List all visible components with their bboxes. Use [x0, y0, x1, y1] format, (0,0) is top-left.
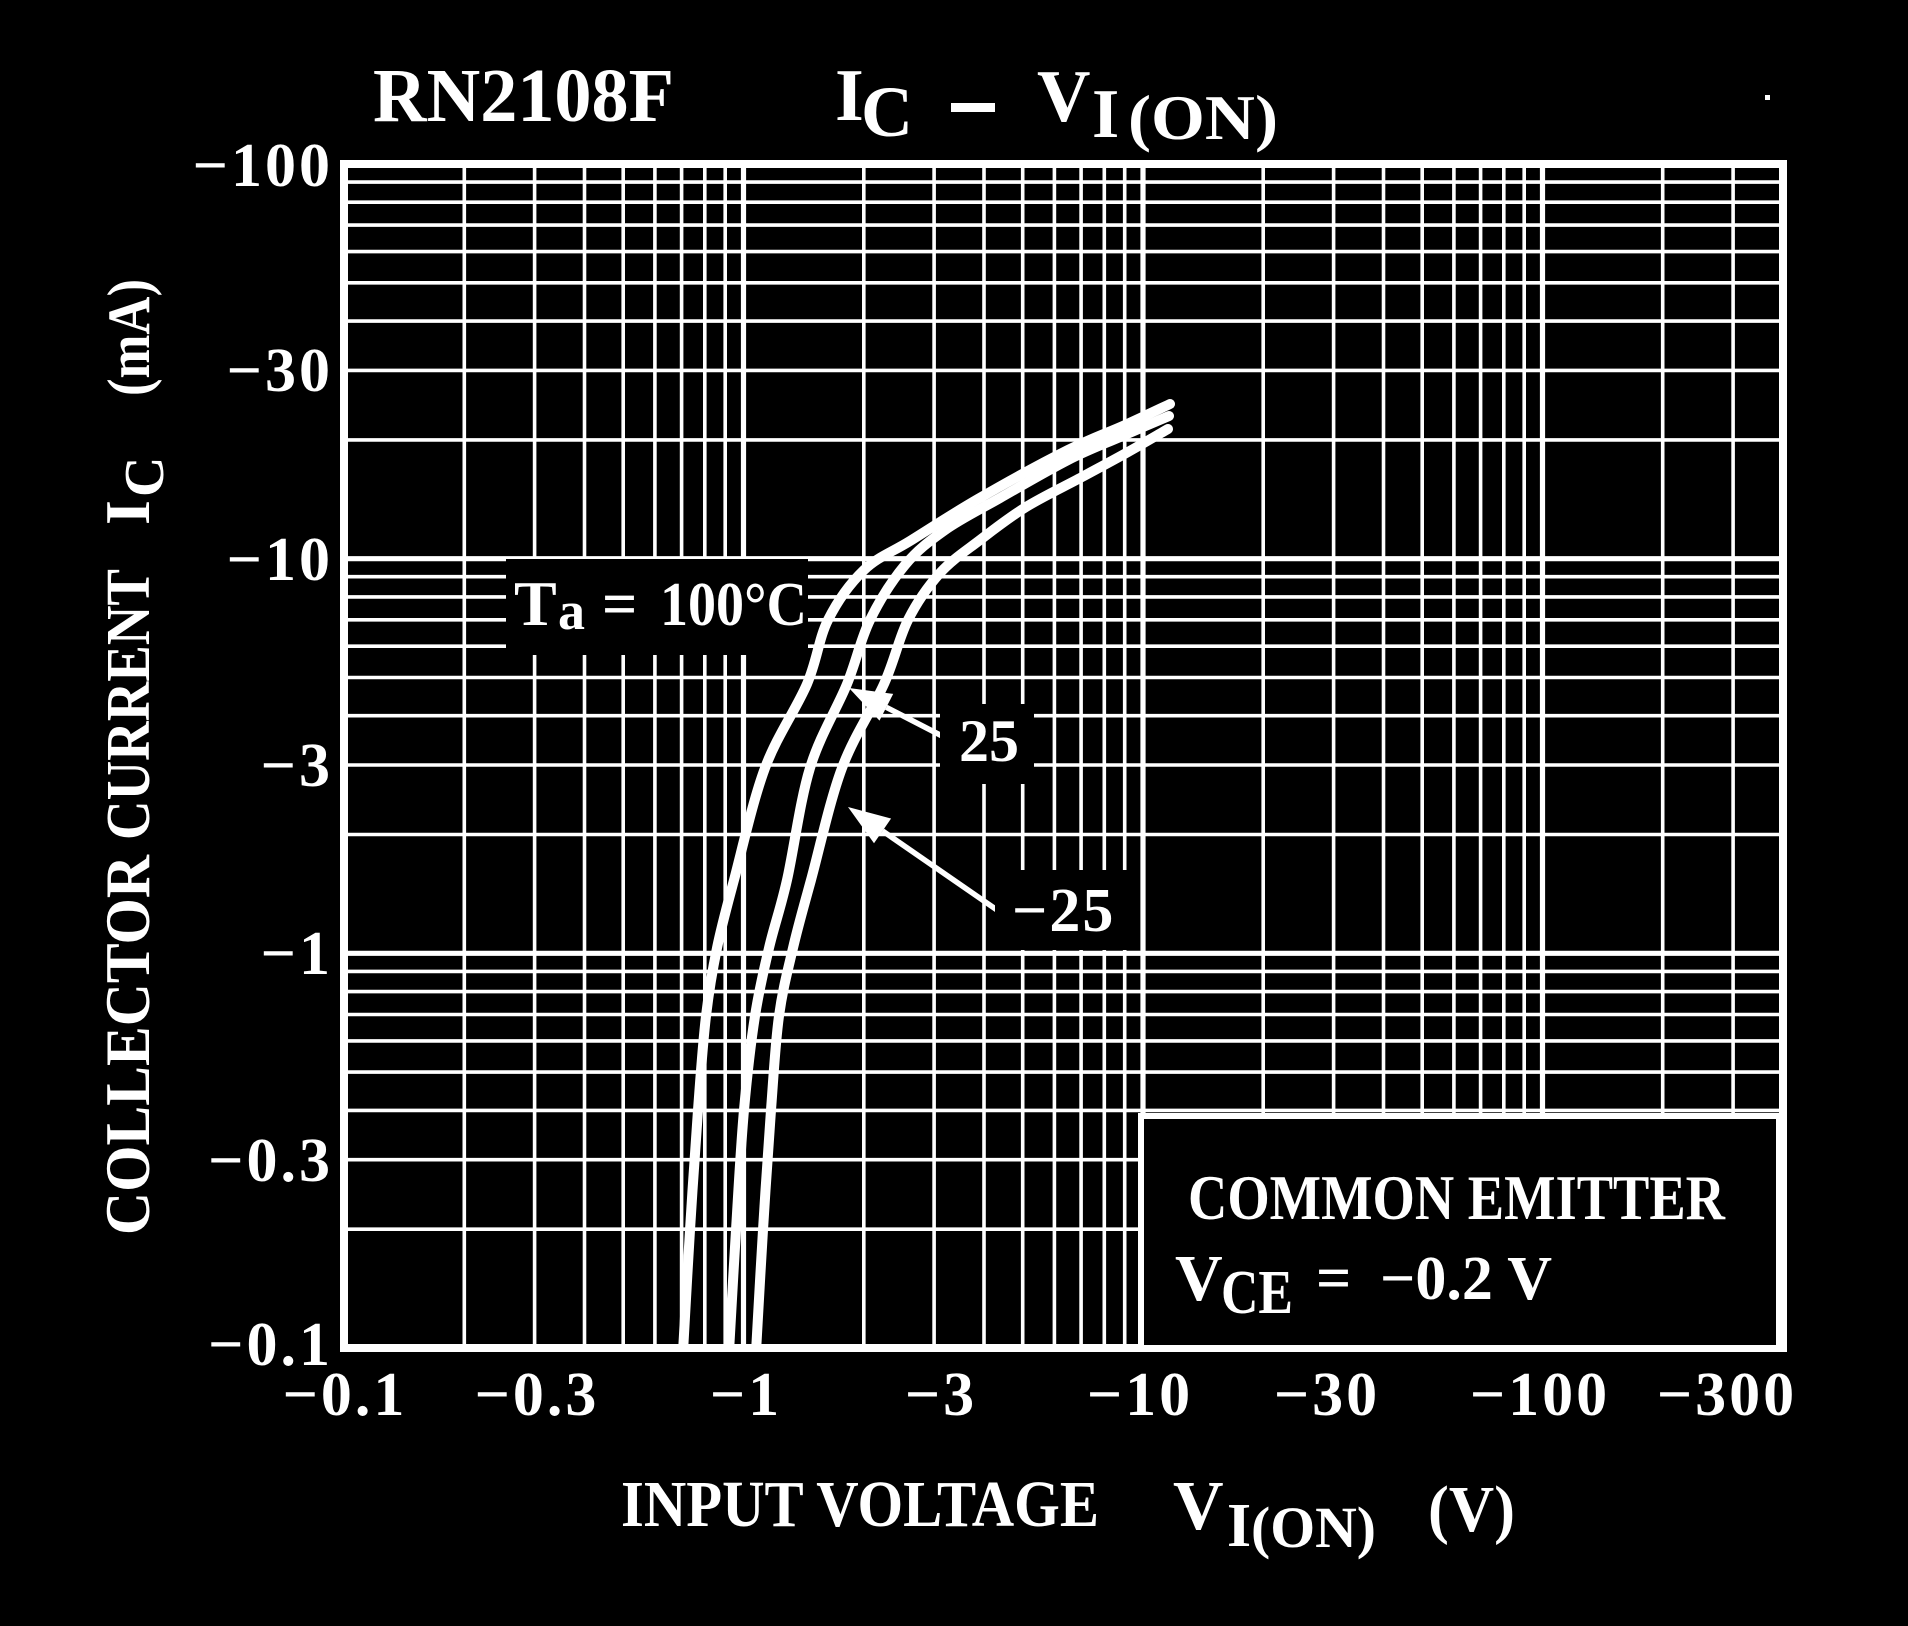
svg-text:C: C [114, 457, 176, 497]
svg-text:C: C [861, 72, 913, 152]
svg-text:−10: −10 [1087, 1361, 1193, 1429]
svg-text:I: I [835, 55, 864, 137]
svg-text:a: a [558, 581, 585, 641]
svg-text:I: I [1092, 76, 1119, 153]
svg-text:V: V [1175, 1242, 1223, 1315]
svg-text:−300: −300 [1657, 1361, 1797, 1429]
svg-text:CE: CE [1221, 1259, 1293, 1327]
svg-text:−3: −3 [261, 732, 333, 800]
svg-text:CURRENT: CURRENT [95, 569, 163, 840]
svg-text:V: V [1173, 1468, 1224, 1545]
svg-text:COLLECTOR: COLLECTOR [93, 854, 163, 1235]
svg-text:−100: −100 [193, 132, 333, 200]
svg-text:−0.2 V: −0.2 V [1380, 1245, 1552, 1313]
svg-text:−1: −1 [261, 920, 333, 988]
svg-text:−25: −25 [1012, 877, 1115, 945]
svg-text:−0.3: −0.3 [208, 1127, 333, 1195]
svg-text:I: I [92, 500, 163, 525]
svg-text:−3: −3 [905, 1361, 977, 1429]
svg-text:=: = [1316, 1245, 1351, 1313]
svg-text:(V): (V) [1428, 1473, 1515, 1546]
svg-text:V: V [1037, 56, 1090, 138]
svg-text:T: T [514, 568, 557, 639]
svg-text:−30: −30 [1274, 1361, 1380, 1429]
svg-text:−1: −1 [710, 1361, 782, 1429]
svg-text:−0.1: −0.1 [283, 1361, 408, 1429]
svg-text:25: 25 [959, 708, 1019, 774]
svg-text:RN2108F: RN2108F [373, 54, 674, 138]
svg-text:(ON): (ON) [1128, 82, 1278, 153]
svg-text:−0.3: −0.3 [475, 1361, 600, 1429]
svg-text:INPUT VOLTAGE: INPUT VOLTAGE [621, 1468, 1099, 1541]
svg-text:(mA): (mA) [96, 279, 162, 396]
svg-text:−10: −10 [227, 526, 333, 594]
svg-text:(ON): (ON) [1251, 1495, 1376, 1560]
svg-text:−100: −100 [1470, 1361, 1610, 1429]
svg-text:=: = [602, 571, 637, 639]
svg-text:I: I [1227, 1492, 1251, 1560]
svg-text:100°C: 100°C [660, 571, 807, 639]
svg-text:COMMON EMITTER: COMMON EMITTER [1188, 1162, 1726, 1233]
svg-text:−0.1: −0.1 [208, 1311, 333, 1379]
svg-text:−30: −30 [227, 337, 333, 405]
